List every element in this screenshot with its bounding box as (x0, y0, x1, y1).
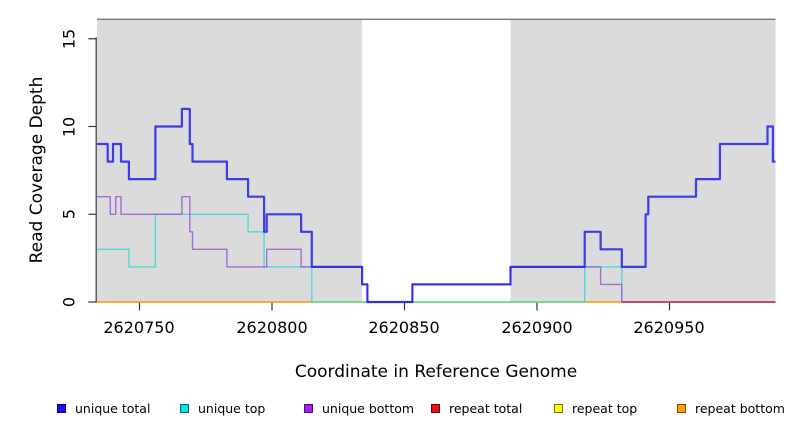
unique-bottom-swatch-icon (304, 403, 313, 413)
x-tick-2620900: 2620900 (501, 318, 573, 337)
legend-item-unique-top: unique top (180, 400, 266, 416)
legend-label: repeat top (572, 400, 638, 416)
legend-label: unique bottom (322, 400, 415, 416)
legend-label: unique top (198, 400, 266, 416)
x-axis-title: Coordinate in Reference Genome (294, 362, 578, 382)
legend-item-repeat-top: repeat top (554, 400, 638, 416)
y-tick-10: 10 (59, 116, 79, 138)
legend-label: repeat bottom (695, 400, 785, 416)
y-tick-5: 5 (59, 208, 79, 220)
repeat-total-swatch-icon (431, 403, 440, 413)
unique-total-swatch-icon (57, 403, 66, 413)
x-tick-2620850: 2620850 (368, 318, 440, 337)
x-tick-2620800: 2620800 (236, 318, 308, 337)
y-tick-15: 15 (59, 28, 79, 50)
y-axis-title: Read Coverage Depth (27, 76, 47, 264)
legend-label: repeat total (449, 400, 523, 416)
legend-item-repeat-total: repeat total (431, 400, 523, 416)
repeat-bottom-swatch-icon (677, 403, 686, 413)
legend-label: unique total (75, 400, 151, 416)
legend-item-unique-total: unique total (57, 400, 151, 416)
legend-item-unique-bottom: unique bottom (304, 400, 415, 416)
unique-top-swatch-icon (180, 403, 189, 413)
x-tick-2620750: 2620750 (103, 318, 175, 337)
legend-item-repeat-bottom: repeat bottom (677, 400, 785, 416)
y-tick-0: 0 (59, 296, 79, 308)
repeat-top-swatch-icon (554, 403, 563, 413)
x-tick-2620950: 2620950 (633, 318, 705, 337)
